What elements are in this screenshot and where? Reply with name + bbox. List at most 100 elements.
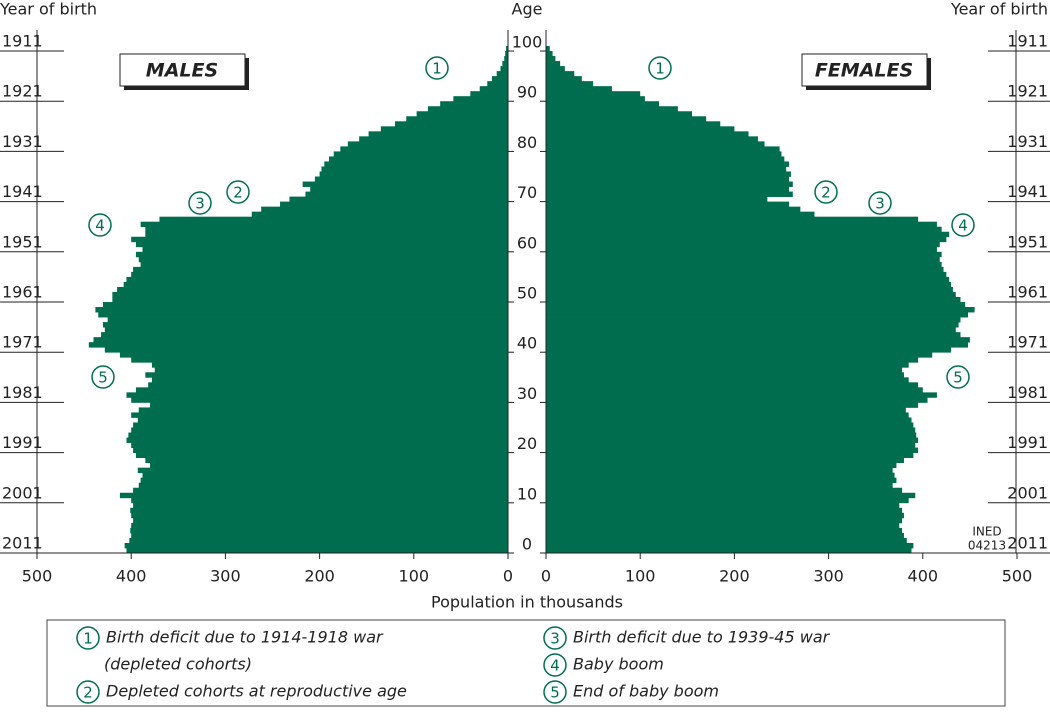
note-marker-label: 2 (233, 184, 243, 202)
bar (546, 542, 914, 549)
legend-text: Birth deficit due to 1939-45 war (573, 628, 831, 647)
bar (546, 141, 765, 147)
bar (427, 106, 508, 112)
bar (140, 221, 508, 228)
bar (154, 367, 508, 373)
note-marker (543, 626, 567, 650)
bar (104, 347, 508, 353)
bar (546, 477, 897, 484)
bar (131, 397, 508, 403)
legend-text: Birth deficit due to 1914-1918 war (106, 628, 384, 647)
note-marker-label: 3 (550, 630, 560, 648)
bar (546, 427, 916, 433)
y2-tick-label: 1991 (2, 433, 43, 452)
bar (135, 452, 508, 459)
bar (491, 76, 508, 82)
bar (340, 146, 508, 152)
bar (329, 156, 508, 162)
y2-tick-label: 1951 (1007, 232, 1048, 251)
annotation: 04213 (968, 539, 1006, 553)
bar (126, 276, 509, 283)
bar (135, 241, 508, 248)
bar (546, 367, 903, 373)
bar (104, 327, 508, 333)
bar (310, 186, 508, 192)
bar (546, 387, 923, 393)
bar (546, 432, 917, 438)
y-tick-label: 30 (517, 384, 537, 403)
y2-tick-label: 1971 (1007, 333, 1048, 352)
bar (546, 166, 787, 172)
bar (546, 322, 959, 328)
note-marker-label: 5 (953, 369, 963, 387)
note-marker-label: 5 (98, 369, 108, 387)
bar (546, 302, 966, 308)
bar (546, 121, 721, 127)
note-marker (951, 213, 975, 237)
y2-tick-label: 1941 (2, 182, 43, 201)
bar (305, 191, 508, 197)
note-marker (188, 191, 212, 215)
note-marker-label: 1 (83, 630, 93, 648)
note-marker (88, 213, 112, 237)
legend-text: End of baby boom (573, 682, 719, 701)
bar (546, 176, 790, 182)
bar (380, 126, 508, 132)
x-tick-label: 100 (399, 567, 430, 586)
bar (130, 527, 508, 534)
bar (546, 442, 916, 448)
x-tick-label: 500 (22, 567, 53, 586)
bar (546, 291, 956, 298)
bar (546, 91, 641, 97)
y2-tick-label: 1961 (2, 283, 43, 302)
bar (159, 216, 508, 223)
y2-tick-label: 1981 (2, 383, 43, 402)
bar (546, 332, 961, 338)
bar (145, 226, 508, 233)
note-marker-label: 4 (958, 217, 968, 235)
bar (546, 382, 919, 388)
bar (131, 497, 508, 504)
y2-tick-label: 1991 (1007, 433, 1048, 452)
legend-text: Depleted cohorts at reproductive age (106, 682, 407, 701)
y-axis-label: Age (512, 0, 543, 19)
y-tick-label: 50 (517, 284, 537, 303)
x-tick-label: 100 (625, 567, 656, 586)
bar (546, 101, 660, 107)
bar (145, 231, 508, 238)
y2-tick-label: 2011 (2, 534, 43, 553)
bar (546, 342, 969, 348)
note-marker (868, 191, 892, 215)
y2-axis-label: Year of birth (0, 0, 97, 19)
bar (546, 66, 565, 72)
bar (138, 482, 508, 489)
bar (546, 392, 937, 398)
note-marker (543, 680, 567, 704)
legend-box (46, 619, 1006, 707)
bar (131, 271, 508, 278)
bar (502, 61, 508, 67)
bar (135, 387, 508, 393)
bar (416, 111, 508, 117)
bar (546, 517, 903, 524)
bar (546, 357, 919, 363)
y2-tick-label: 1921 (1007, 82, 1048, 101)
bar (406, 116, 508, 122)
bar (119, 352, 509, 358)
bar (124, 542, 508, 549)
note-marker-label: 5 (550, 684, 560, 702)
note-marker (226, 180, 250, 204)
bar (500, 66, 508, 72)
bar (546, 196, 768, 203)
bar (137, 467, 508, 474)
bar (546, 281, 952, 288)
note-marker (946, 365, 970, 389)
bar (546, 457, 904, 464)
y2-tick-label: 1981 (1007, 383, 1048, 402)
bar (546, 61, 561, 67)
bar (546, 352, 933, 358)
bar (133, 447, 509, 454)
bar (546, 96, 645, 102)
bar (546, 206, 801, 213)
bar (546, 512, 904, 519)
